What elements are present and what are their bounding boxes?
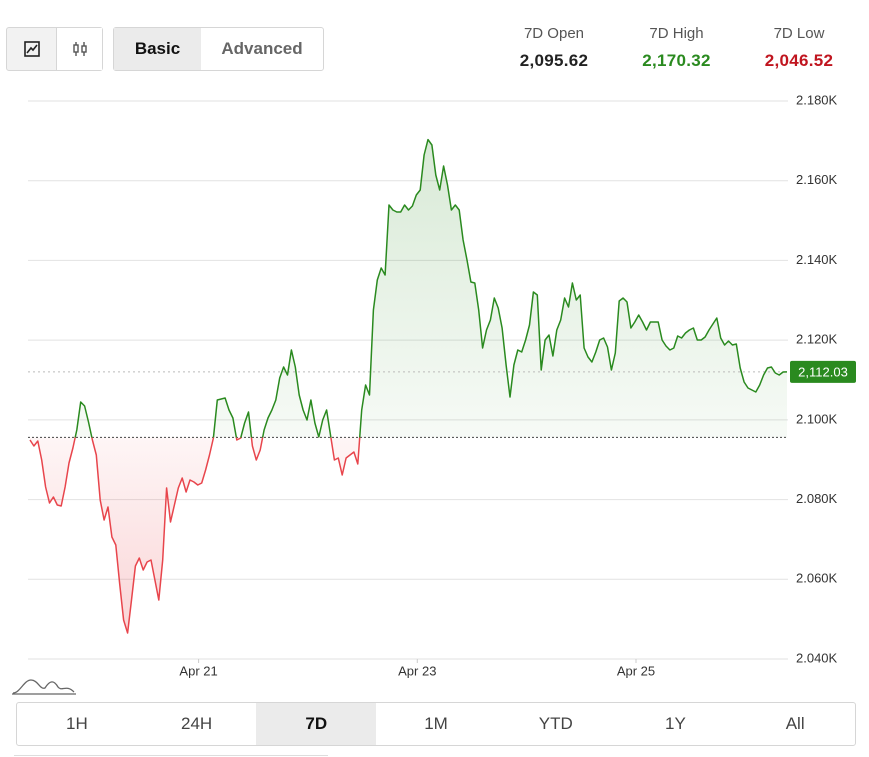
- range-button[interactable]: 7D: [256, 703, 377, 745]
- view-mode-button[interactable]: Advanced: [221, 39, 303, 58]
- last-price-badge: [790, 360, 856, 383]
- line-icon: [23, 41, 40, 57]
- navigator-icon: [12, 679, 75, 694]
- stat-value: 2,170.32: [642, 51, 711, 70]
- x-tick-label: Apr 25: [617, 663, 655, 678]
- candle-chart-button[interactable]: [57, 28, 102, 70]
- stat-value: 2,046.52: [764, 51, 834, 70]
- range-button[interactable]: YTD: [538, 714, 573, 733]
- stat-label: 7D High: [649, 25, 704, 42]
- stat-value: 2,095.62: [519, 51, 589, 70]
- y-tick-label: 2.080K: [796, 491, 838, 506]
- y-tick-label: 2.040K: [796, 650, 838, 665]
- divider: [14, 755, 328, 756]
- range-button[interactable]: 1H: [65, 714, 88, 733]
- y-tick-label: 2.120K: [796, 332, 838, 347]
- stat: 7D High 2,170.32: [617, 25, 737, 71]
- x-tick-label: Apr 21: [179, 663, 217, 678]
- range-button[interactable]: All: [785, 714, 805, 733]
- stat-label: 7D Low: [773, 25, 825, 42]
- y-tick-label: 2.160K: [796, 172, 838, 187]
- y-tick-label: 2.140K: [796, 252, 838, 267]
- chart-style-toggle: [6, 27, 103, 71]
- view-mode-toggle: Basic Advanced: [113, 27, 324, 71]
- stat: 7D Open 2,095.62: [494, 25, 614, 71]
- range-selector: 1H 24H 7D 1M YTD 1Y All: [16, 702, 856, 746]
- view-mode-button[interactable]: Basic: [114, 28, 201, 70]
- range-button[interactable]: 24H: [180, 714, 213, 733]
- range-button[interactable]: 1M: [424, 714, 448, 733]
- area: [30, 139, 787, 633]
- candle-icon: [72, 42, 87, 56]
- last-price-label: 2,112.03: [798, 364, 848, 379]
- chart: 2.040K 2.060K 2.080K 2.100K 2.120K 2.140K 2.16…: [12, 92, 856, 695]
- range-button[interactable]: 1Y: [665, 714, 686, 733]
- price-line: [29, 138, 788, 634]
- stat-label: 7D Open: [523, 25, 585, 42]
- y-tick-label: 2.100K: [796, 411, 838, 426]
- line-chart-button[interactable]: [7, 28, 57, 70]
- y-tick-label: 2.060K: [796, 571, 838, 586]
- stat: 7D Low 2,046.52: [739, 25, 859, 71]
- y-tick-label: 2.180K: [796, 92, 838, 107]
- x-tick-label: Apr 23: [398, 663, 436, 678]
